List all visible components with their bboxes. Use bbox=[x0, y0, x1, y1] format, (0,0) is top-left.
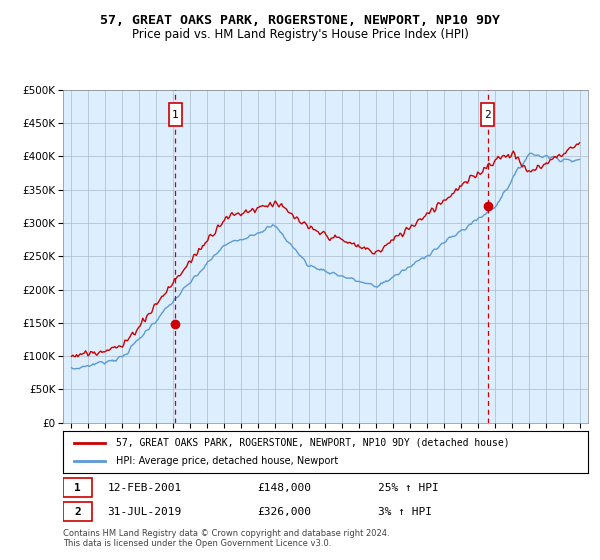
Text: HPI: Average price, detached house, Newport: HPI: Average price, detached house, Newp… bbox=[115, 456, 338, 466]
Text: 25% ↑ HPI: 25% ↑ HPI bbox=[378, 483, 439, 493]
Text: 57, GREAT OAKS PARK, ROGERSTONE, NEWPORT, NP10 9DY: 57, GREAT OAKS PARK, ROGERSTONE, NEWPORT… bbox=[100, 14, 500, 27]
FancyBboxPatch shape bbox=[169, 103, 182, 126]
Text: £326,000: £326,000 bbox=[257, 507, 311, 517]
FancyBboxPatch shape bbox=[481, 103, 494, 126]
FancyBboxPatch shape bbox=[63, 478, 92, 497]
FancyBboxPatch shape bbox=[63, 502, 92, 521]
Text: 1: 1 bbox=[172, 110, 178, 120]
Text: 57, GREAT OAKS PARK, ROGERSTONE, NEWPORT, NP10 9DY (detached house): 57, GREAT OAKS PARK, ROGERSTONE, NEWPORT… bbox=[115, 438, 509, 448]
Text: £148,000: £148,000 bbox=[257, 483, 311, 493]
Text: 3% ↑ HPI: 3% ↑ HPI bbox=[378, 507, 432, 517]
Text: 12-FEB-2001: 12-FEB-2001 bbox=[107, 483, 182, 493]
Text: 1: 1 bbox=[74, 483, 81, 493]
Text: This data is licensed under the Open Government Licence v3.0.: This data is licensed under the Open Gov… bbox=[63, 539, 331, 548]
Text: Price paid vs. HM Land Registry's House Price Index (HPI): Price paid vs. HM Land Registry's House … bbox=[131, 28, 469, 41]
Text: Contains HM Land Registry data © Crown copyright and database right 2024.: Contains HM Land Registry data © Crown c… bbox=[63, 529, 389, 538]
Text: 2: 2 bbox=[484, 110, 491, 120]
Text: 2: 2 bbox=[74, 507, 81, 517]
Text: 31-JUL-2019: 31-JUL-2019 bbox=[107, 507, 182, 517]
